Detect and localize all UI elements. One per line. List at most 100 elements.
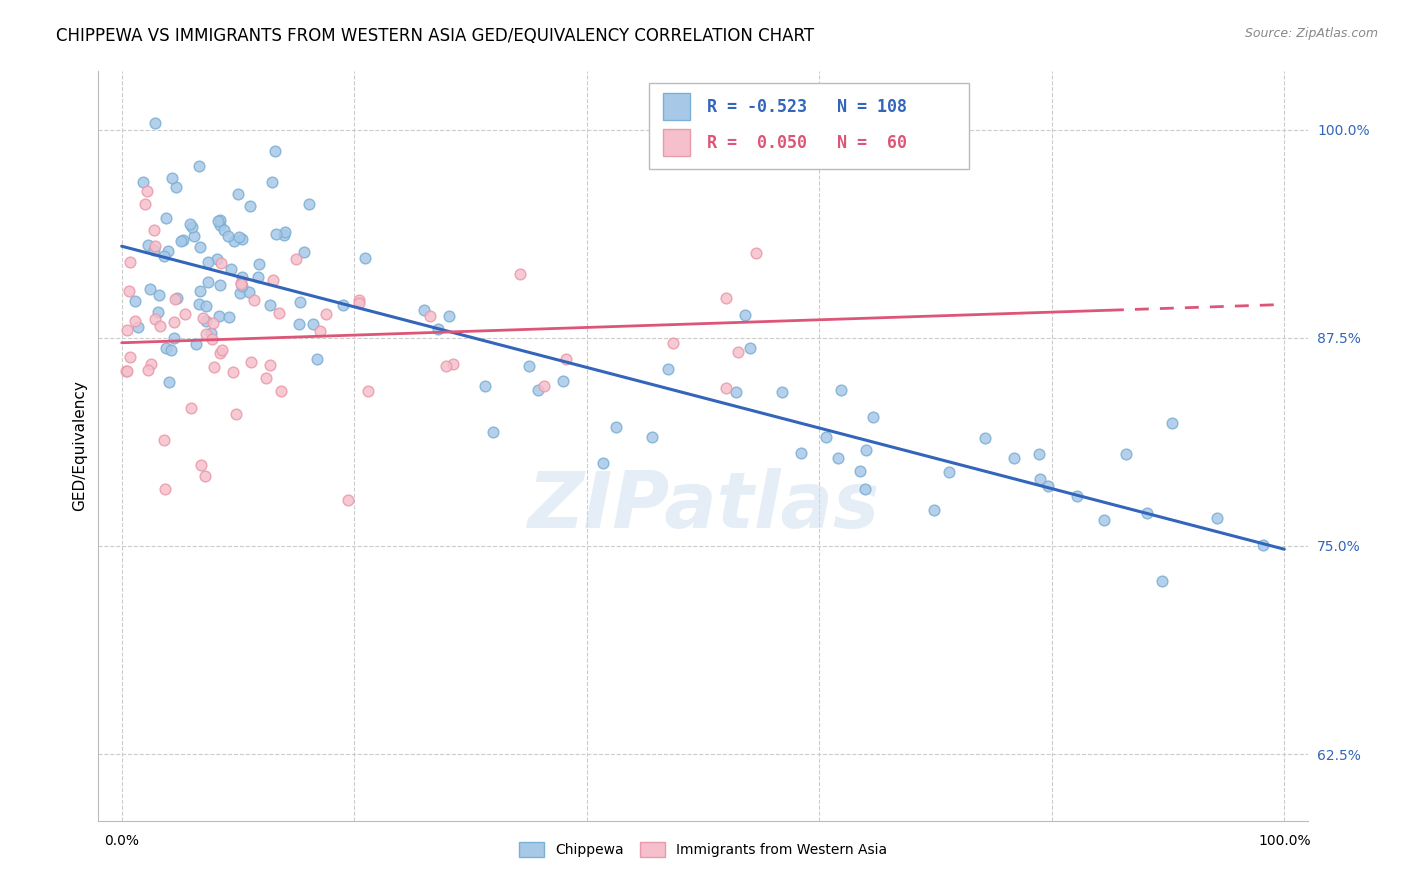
Point — [225, 407, 247, 421]
Point — [153, 249, 176, 263]
Point — [254, 371, 277, 385]
Point — [155, 211, 177, 225]
Point — [115, 364, 138, 378]
Point — [605, 420, 627, 434]
Point — [115, 364, 138, 378]
Point — [118, 284, 141, 298]
Point — [1253, 538, 1275, 552]
Point — [219, 261, 242, 276]
Point — [427, 322, 450, 336]
Point — [195, 299, 218, 313]
Point — [830, 383, 852, 397]
Point — [180, 401, 202, 415]
Point — [661, 335, 683, 350]
Point — [727, 345, 749, 359]
Text: R = -0.523   N = 108: R = -0.523 N = 108 — [707, 97, 907, 116]
Point — [555, 351, 578, 366]
Point — [153, 433, 176, 447]
Point — [716, 291, 738, 305]
Point — [270, 384, 292, 398]
Point — [197, 276, 219, 290]
Point — [273, 227, 295, 242]
Point — [290, 295, 312, 310]
Point — [155, 341, 177, 355]
Text: R =  0.050   N =  60: R = 0.050 N = 60 — [707, 134, 907, 152]
Point — [229, 285, 252, 300]
Point — [264, 145, 287, 159]
Point — [194, 327, 217, 342]
Point — [288, 317, 311, 331]
Point — [1135, 506, 1157, 520]
Point — [139, 282, 162, 296]
Point — [239, 355, 262, 369]
Point — [165, 292, 187, 306]
Point — [284, 252, 307, 267]
Point — [172, 233, 194, 247]
Point — [259, 297, 281, 311]
Point — [217, 229, 239, 244]
Point — [179, 217, 201, 231]
Point — [238, 285, 260, 299]
Point — [190, 458, 212, 472]
Point — [354, 252, 377, 266]
Point — [143, 238, 166, 252]
FancyBboxPatch shape — [664, 129, 690, 155]
Point — [437, 309, 460, 323]
Point — [124, 294, 146, 309]
Point — [208, 309, 231, 323]
Point — [517, 359, 540, 373]
Point — [434, 359, 457, 373]
Point — [973, 431, 995, 445]
Point — [194, 313, 217, 327]
Point — [357, 384, 380, 399]
Point — [145, 115, 167, 129]
Point — [527, 384, 550, 398]
Point — [222, 234, 245, 248]
Point — [853, 482, 876, 496]
Point — [551, 375, 574, 389]
Point — [200, 326, 222, 340]
Point — [148, 288, 170, 302]
Point — [174, 307, 197, 321]
Point — [231, 278, 253, 293]
Point — [247, 257, 270, 271]
Point — [229, 277, 252, 291]
Text: CHIPPEWA VS IMMIGRANTS FROM WESTERN ASIA GED/EQUIVALENCY CORRELATION CHART: CHIPPEWA VS IMMIGRANTS FROM WESTERN ASIA… — [56, 27, 814, 45]
Point — [212, 223, 235, 237]
Point — [302, 317, 325, 331]
Point — [924, 503, 946, 517]
Point — [194, 468, 217, 483]
Point — [202, 316, 225, 330]
Point — [160, 171, 183, 186]
Text: ZIPatlas: ZIPatlas — [527, 468, 879, 544]
Point — [187, 297, 209, 311]
Point — [166, 291, 188, 305]
Point — [136, 184, 159, 198]
Point — [231, 270, 253, 285]
Point — [592, 456, 614, 470]
Point — [222, 365, 245, 379]
Point — [118, 255, 141, 269]
Point — [482, 425, 505, 439]
Point — [180, 220, 202, 235]
Point — [200, 332, 222, 346]
Point — [209, 278, 232, 293]
Point — [938, 465, 960, 479]
Y-axis label: GED/Equivalency: GED/Equivalency — [72, 381, 87, 511]
Point — [136, 362, 159, 376]
Point — [228, 187, 250, 202]
Point — [208, 213, 231, 227]
Point — [855, 442, 877, 457]
Point — [246, 270, 269, 285]
Point — [862, 409, 884, 424]
Point — [209, 346, 232, 360]
Point — [184, 337, 207, 351]
Point — [814, 430, 837, 444]
Point — [207, 252, 229, 266]
Point — [1029, 472, 1052, 486]
Point — [159, 343, 181, 357]
Text: Source: ZipAtlas.com: Source: ZipAtlas.com — [1244, 27, 1378, 40]
Point — [1092, 513, 1115, 527]
Point — [441, 357, 464, 371]
Point — [149, 318, 172, 333]
